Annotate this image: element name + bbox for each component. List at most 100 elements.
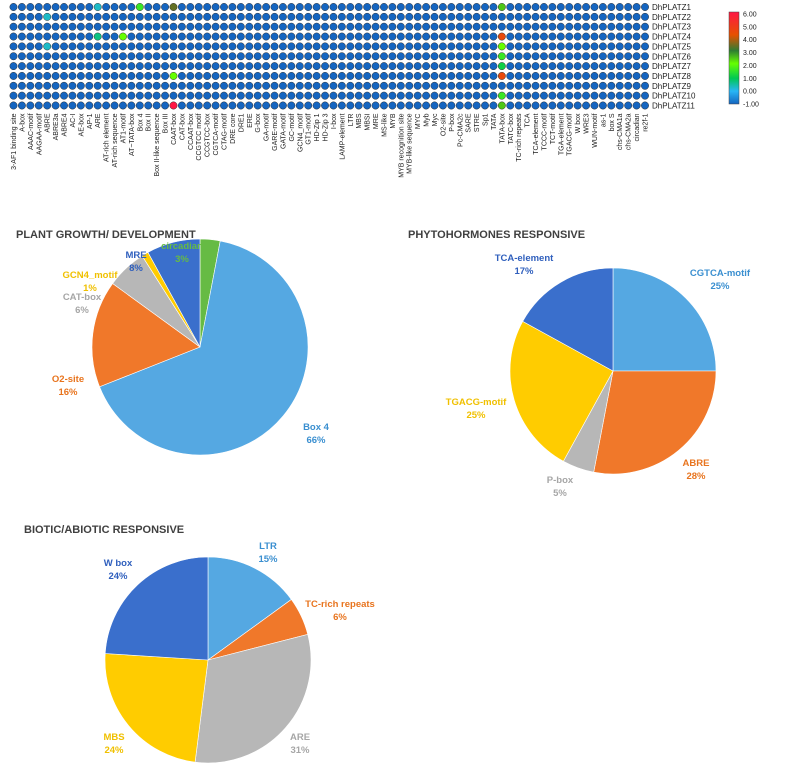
heatmap-cell bbox=[76, 52, 85, 61]
heatmap-cell bbox=[582, 91, 591, 100]
heatmap-cell bbox=[396, 22, 405, 31]
heatmap-cell bbox=[455, 3, 464, 11]
heatmap-cell bbox=[253, 91, 262, 100]
heatmap-cell bbox=[582, 42, 591, 51]
heatmap-cell bbox=[262, 62, 271, 71]
heatmap-cell bbox=[287, 12, 296, 21]
heatmap-cell bbox=[422, 12, 431, 21]
heatmap-cell bbox=[60, 22, 68, 31]
heatmap-cell bbox=[380, 12, 388, 21]
heatmap-cell bbox=[346, 42, 355, 51]
heatmap-cell bbox=[388, 62, 397, 71]
heatmap-cell bbox=[523, 12, 532, 21]
heatmap-cell bbox=[447, 22, 456, 31]
heatmap-cell bbox=[329, 12, 338, 21]
heatmap-cell bbox=[590, 32, 599, 41]
heatmap-cell bbox=[245, 22, 254, 31]
heatmap-cell bbox=[102, 72, 111, 80]
heatmap-cell bbox=[93, 42, 102, 51]
heatmap-cell bbox=[447, 91, 456, 100]
heatmap-cell bbox=[152, 101, 161, 110]
heatmap-column-label: W box bbox=[575, 113, 582, 133]
heatmap-column-label: ERE bbox=[247, 113, 254, 128]
heatmap-cell bbox=[85, 81, 94, 90]
heatmap-cell bbox=[194, 12, 203, 21]
heatmap-cell bbox=[405, 32, 414, 41]
heatmap-cell bbox=[523, 101, 532, 110]
heatmap-column-label: AC-I bbox=[70, 113, 77, 127]
heatmap-cell bbox=[354, 3, 363, 11]
heatmap-cell bbox=[531, 91, 540, 100]
heatmap-cell bbox=[514, 101, 523, 110]
heatmap-cell bbox=[135, 91, 144, 100]
heatmap-cell bbox=[169, 52, 178, 61]
heatmap-cell bbox=[102, 3, 111, 11]
heatmap-cell bbox=[337, 12, 346, 21]
pie-slice-label: TC-rich repeats bbox=[305, 599, 375, 610]
heatmap-column-label: re2f-1 bbox=[643, 113, 650, 131]
heatmap-cell bbox=[337, 32, 346, 41]
heatmap-cell bbox=[34, 62, 43, 71]
heatmap-cell bbox=[363, 91, 372, 100]
heatmap-cell bbox=[9, 52, 18, 61]
heatmap-cell bbox=[514, 42, 523, 51]
heatmap-cell bbox=[161, 12, 170, 21]
heatmap-cell bbox=[481, 101, 489, 110]
heatmap-cell bbox=[253, 72, 262, 80]
heatmap-cell bbox=[582, 3, 591, 11]
heatmap-cell bbox=[632, 72, 641, 80]
heatmap-cell bbox=[371, 101, 380, 110]
heatmap-cell bbox=[455, 72, 464, 80]
heatmap-cell bbox=[127, 3, 136, 11]
heatmap-cell bbox=[270, 62, 279, 71]
heatmap-cell bbox=[152, 42, 161, 51]
heatmap-cell bbox=[60, 91, 68, 100]
heatmap-cell bbox=[9, 32, 18, 41]
heatmap-cell bbox=[548, 91, 557, 100]
heatmap-cell bbox=[236, 101, 245, 110]
color-scale-tick: -1.00 bbox=[743, 102, 759, 109]
heatmap-cell bbox=[523, 81, 532, 90]
heatmap-cell bbox=[624, 101, 633, 110]
heatmap-cell bbox=[278, 72, 287, 80]
heatmap-cell bbox=[312, 91, 321, 100]
heatmap-cell bbox=[396, 12, 405, 21]
heatmap-cell bbox=[76, 3, 85, 11]
heatmap-cell bbox=[220, 22, 228, 31]
heatmap-cell bbox=[405, 52, 414, 61]
heatmap-cell bbox=[590, 72, 599, 80]
heatmap-cell bbox=[447, 101, 456, 110]
heatmap-cell bbox=[34, 101, 43, 110]
heatmap-cell bbox=[177, 52, 186, 61]
heatmap-column-label: Box 4 bbox=[137, 113, 144, 131]
heatmap-cell bbox=[598, 91, 607, 100]
heatmap-cell bbox=[337, 22, 346, 31]
heatmap-cell bbox=[228, 62, 237, 71]
heatmap-column-label: CCGTCC-box bbox=[205, 113, 212, 157]
heatmap-cell bbox=[624, 81, 633, 90]
heatmap-cell bbox=[565, 72, 574, 80]
heatmap-cell bbox=[641, 101, 649, 110]
heatmap-column-label: 3-AF1 binding site bbox=[11, 113, 18, 170]
heatmap-cell bbox=[304, 3, 313, 11]
heatmap-cell bbox=[598, 42, 607, 51]
heatmap-cell bbox=[43, 81, 52, 90]
heatmap-cell bbox=[582, 62, 591, 71]
heatmap-cell bbox=[396, 62, 405, 71]
heatmap-cell bbox=[396, 3, 405, 11]
pie-slice-label: GCN4_motif bbox=[63, 270, 119, 281]
heatmap-cell bbox=[556, 42, 565, 51]
heatmap-cell bbox=[346, 81, 355, 90]
heatmap-cell bbox=[220, 101, 228, 110]
heatmap-cell bbox=[624, 52, 633, 61]
heatmap-cell bbox=[523, 42, 532, 51]
heatmap-column-label: chs-CMA2a bbox=[626, 113, 633, 150]
pie-title-biotic-abiotic: BIOTIC/ABIOTIC RESPONSIVE bbox=[24, 524, 184, 536]
heatmap-column-label: G-box bbox=[255, 113, 262, 133]
heatmap-cell bbox=[211, 52, 220, 61]
heatmap-cell bbox=[9, 12, 18, 21]
heatmap-cell bbox=[211, 42, 220, 51]
heatmap-cell bbox=[102, 12, 111, 21]
heatmap-cell bbox=[565, 91, 574, 100]
heatmap-cell bbox=[447, 32, 456, 41]
